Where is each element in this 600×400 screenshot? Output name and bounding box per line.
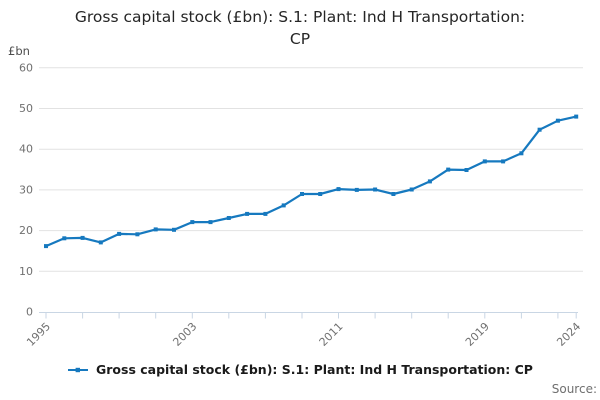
data-point-marker[interactable] <box>519 151 524 156</box>
data-point-marker[interactable] <box>482 159 487 164</box>
y-tick-label: 0 <box>26 306 33 319</box>
y-tick-label: 20 <box>19 224 33 237</box>
data-point-marker[interactable] <box>245 211 250 216</box>
y-tick-label: 10 <box>19 265 33 278</box>
legend-line-icon <box>68 367 88 372</box>
data-point-marker[interactable] <box>354 187 359 192</box>
data-point-marker[interactable] <box>208 220 213 225</box>
data-point-marker[interactable] <box>446 167 451 172</box>
data-point-marker[interactable] <box>153 227 158 232</box>
data-point-marker[interactable] <box>501 159 506 164</box>
y-tick-label: 50 <box>19 102 33 115</box>
data-point-marker[interactable] <box>300 192 304 196</box>
data-point-marker[interactable] <box>44 244 48 249</box>
chart-title-line1: Gross capital stock (£bn): S.1: Plant: I… <box>74 8 526 26</box>
data-point-marker[interactable] <box>263 211 268 216</box>
data-point-marker[interactable] <box>409 187 414 192</box>
data-point-marker[interactable] <box>117 231 122 236</box>
data-point-marker[interactable] <box>172 227 176 232</box>
y-tick-label: 40 <box>19 143 33 156</box>
data-point-marker[interactable] <box>427 179 432 184</box>
x-tick-label: 1995 <box>24 320 53 349</box>
series-line[interactable] <box>44 115 578 248</box>
data-point-marker[interactable] <box>281 203 286 208</box>
data-point-marker[interactable] <box>318 192 323 196</box>
x-tick-label: 2024 <box>554 320 583 349</box>
data-point-marker[interactable] <box>190 220 195 225</box>
legend-label: Gross capital stock (£bn): S.1: Plant: I… <box>96 362 533 377</box>
data-point-marker[interactable] <box>555 118 560 123</box>
data-point-marker[interactable] <box>226 216 231 220</box>
x-tick-label: 2019 <box>463 320 492 349</box>
y-tick-label: 60 <box>19 61 33 74</box>
data-point-marker[interactable] <box>464 168 469 172</box>
data-point-marker[interactable] <box>336 187 341 192</box>
data-point-marker[interactable] <box>135 232 140 237</box>
x-tick-label: 2003 <box>170 320 199 349</box>
y-axis-unit-label: £bn <box>8 44 30 58</box>
data-point-marker[interactable] <box>62 236 67 241</box>
data-point-marker[interactable] <box>98 240 103 245</box>
source-label: Source: <box>551 382 597 396</box>
data-point-marker[interactable] <box>574 114 579 119</box>
data-point-marker[interactable] <box>537 127 542 132</box>
data-point-marker[interactable] <box>391 192 396 196</box>
legend[interactable]: Gross capital stock (£bn): S.1: Plant: I… <box>0 362 600 377</box>
data-point-marker[interactable] <box>80 235 85 240</box>
chart-plot-svg: 0 10 20 30 40 50 60 1995 2003 2011 2019 2024 <box>19 61 583 349</box>
data-point-marker[interactable] <box>373 187 378 192</box>
chart-title: Gross capital stock (£bn): S.1: Plant: I… <box>0 6 600 50</box>
y-tick-label: 30 <box>19 183 33 196</box>
chart-title-line2: CP <box>289 30 311 48</box>
x-tick-label: 2011 <box>317 320 346 349</box>
